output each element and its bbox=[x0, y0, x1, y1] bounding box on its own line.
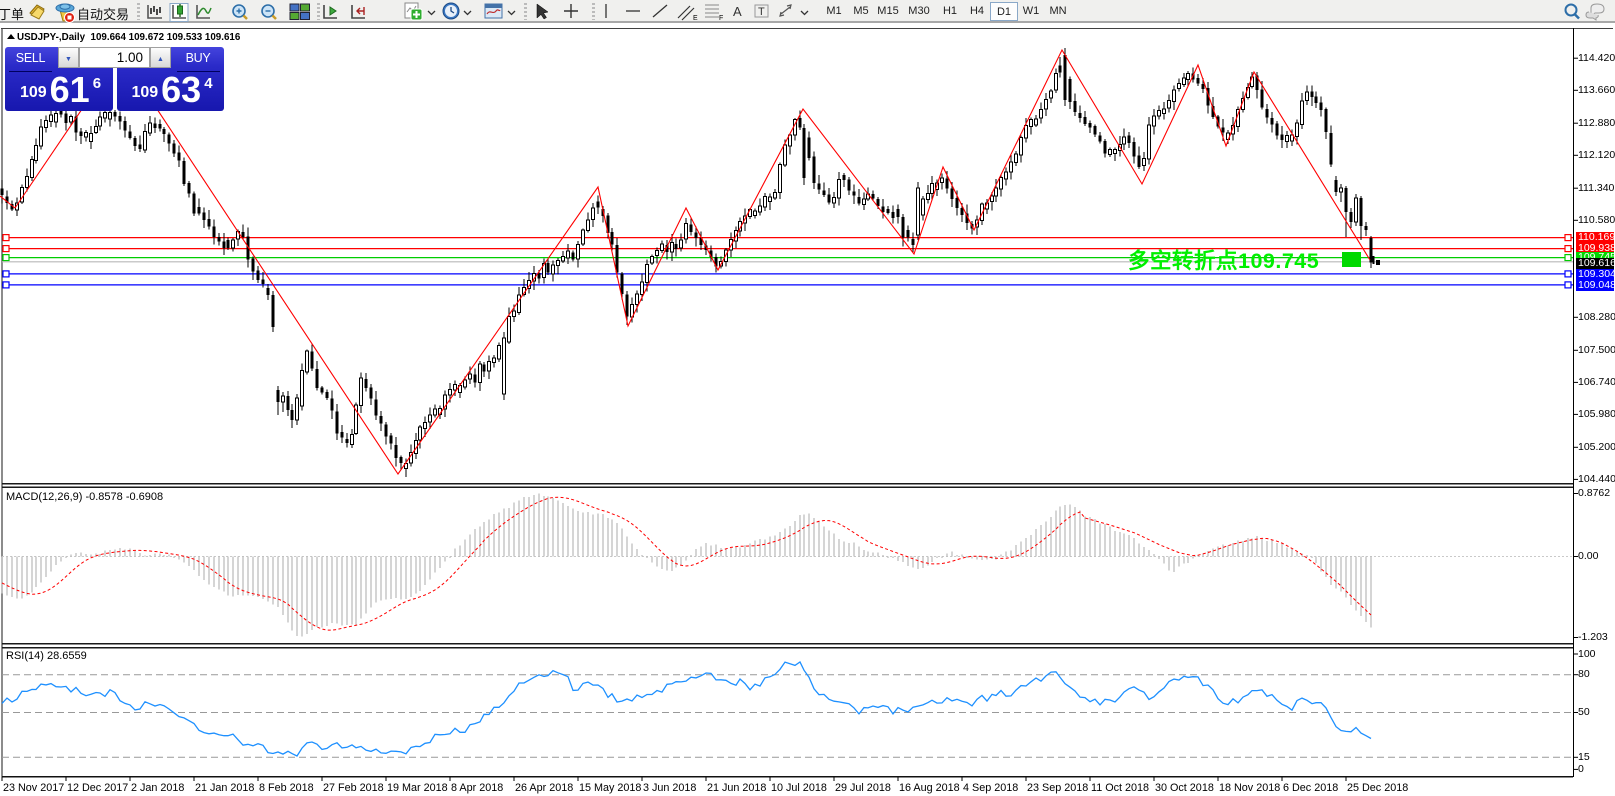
svg-text:T: T bbox=[758, 6, 765, 18]
svg-text:A: A bbox=[733, 4, 742, 19]
svg-text:E: E bbox=[693, 15, 698, 22]
svg-text:F: F bbox=[719, 15, 723, 22]
